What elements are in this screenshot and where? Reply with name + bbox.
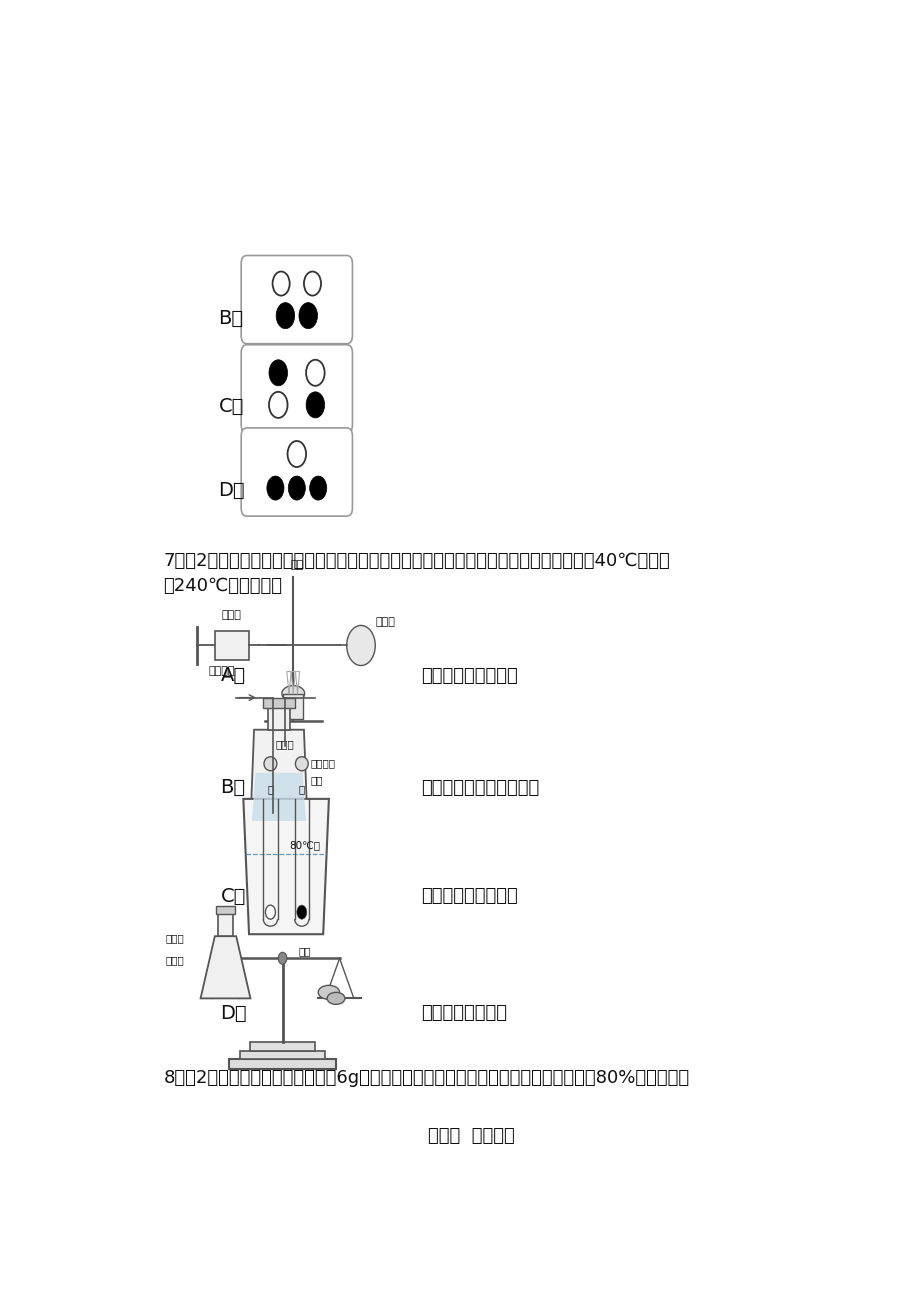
Bar bbox=[216, 906, 234, 914]
Bar bbox=[250, 1043, 314, 1051]
Text: 白磷: 白磷 bbox=[225, 947, 238, 956]
Polygon shape bbox=[243, 799, 329, 935]
Circle shape bbox=[346, 625, 375, 665]
Bar bbox=[215, 631, 249, 660]
FancyBboxPatch shape bbox=[241, 255, 352, 344]
Text: 7．（2分）下列是某兴趣小组设计的４个实验方案，其中合理的是（已知白磷的着火点为40℃，红磷: 7．（2分）下列是某兴趣小组设计的４个实验方案，其中合理的是（已知白磷的着火点为… bbox=[164, 552, 670, 570]
Ellipse shape bbox=[295, 756, 308, 771]
FancyBboxPatch shape bbox=[241, 345, 352, 434]
Circle shape bbox=[278, 952, 287, 965]
Circle shape bbox=[306, 359, 324, 385]
Text: 溶液: 溶液 bbox=[310, 775, 323, 785]
Bar bbox=[267, 708, 290, 729]
Text: 小气球: 小气球 bbox=[375, 617, 394, 628]
Text: A．: A． bbox=[221, 667, 245, 685]
Text: 验证质量守恒定律: 验证质量守恒定律 bbox=[421, 1004, 507, 1022]
Circle shape bbox=[297, 905, 306, 919]
Text: 注射器: 注射器 bbox=[221, 611, 242, 621]
Text: B．: B． bbox=[218, 309, 244, 328]
Text: 瘪气球: 瘪气球 bbox=[275, 738, 294, 749]
Text: 红磷: 红磷 bbox=[299, 947, 312, 956]
Ellipse shape bbox=[264, 756, 277, 771]
Polygon shape bbox=[252, 773, 306, 822]
Circle shape bbox=[266, 905, 275, 919]
Ellipse shape bbox=[281, 686, 304, 702]
Circle shape bbox=[272, 272, 289, 296]
Text: 乙: 乙 bbox=[299, 784, 304, 794]
Text: D．: D． bbox=[221, 1004, 247, 1023]
Bar bbox=[229, 1059, 335, 1069]
Bar bbox=[218, 914, 233, 936]
Circle shape bbox=[310, 477, 326, 500]
Circle shape bbox=[306, 392, 324, 418]
Circle shape bbox=[267, 477, 284, 500]
Circle shape bbox=[268, 359, 288, 385]
Circle shape bbox=[288, 477, 305, 500]
Circle shape bbox=[268, 392, 288, 418]
Text: 除去二氧化碳中的氯化氢: 除去二氧化碳中的氯化氢 bbox=[421, 779, 539, 797]
Text: C．: C． bbox=[221, 887, 245, 906]
Bar bbox=[283, 694, 303, 719]
Ellipse shape bbox=[327, 992, 345, 1004]
Circle shape bbox=[299, 302, 317, 328]
Text: 80℃水: 80℃水 bbox=[289, 840, 321, 850]
Text: 为240℃）（　　）: 为240℃）（ ） bbox=[164, 577, 282, 595]
Ellipse shape bbox=[318, 986, 339, 1000]
Circle shape bbox=[303, 272, 321, 296]
Circle shape bbox=[276, 302, 294, 328]
Text: 测定空气中氧气含量: 测定空气中氧气含量 bbox=[421, 667, 517, 685]
Text: B．: B． bbox=[221, 779, 245, 797]
Text: 磁场: 磁场 bbox=[289, 560, 303, 570]
Polygon shape bbox=[250, 729, 307, 823]
Text: 稀盐酸: 稀盐酸 bbox=[165, 934, 184, 943]
Text: C．: C． bbox=[218, 397, 244, 417]
Bar bbox=[240, 1051, 325, 1059]
Text: 8．（2分）有一已部分氧化的镁带6g（假设不含其他杂质），其中镁元素的质量分数为80%，加入到足: 8．（2分）有一已部分氧化的镁带6g（假设不含其他杂质），其中镁元素的质量分数为… bbox=[164, 1069, 689, 1087]
Text: 石灰石: 石灰石 bbox=[165, 956, 184, 965]
Text: 探究燃烧的三个条件: 探究燃烧的三个条件 bbox=[421, 887, 517, 905]
Text: 混合气体: 混合气体 bbox=[209, 665, 235, 676]
Text: 甲: 甲 bbox=[267, 784, 273, 794]
Text: 第３页  共１２页: 第３页 共１２页 bbox=[427, 1126, 515, 1144]
Polygon shape bbox=[200, 936, 250, 999]
Text: D．: D． bbox=[218, 480, 244, 500]
Circle shape bbox=[288, 441, 306, 467]
Text: 氢氧化钠: 氢氧化钠 bbox=[310, 758, 335, 768]
Bar bbox=[263, 698, 294, 708]
FancyBboxPatch shape bbox=[241, 428, 352, 516]
